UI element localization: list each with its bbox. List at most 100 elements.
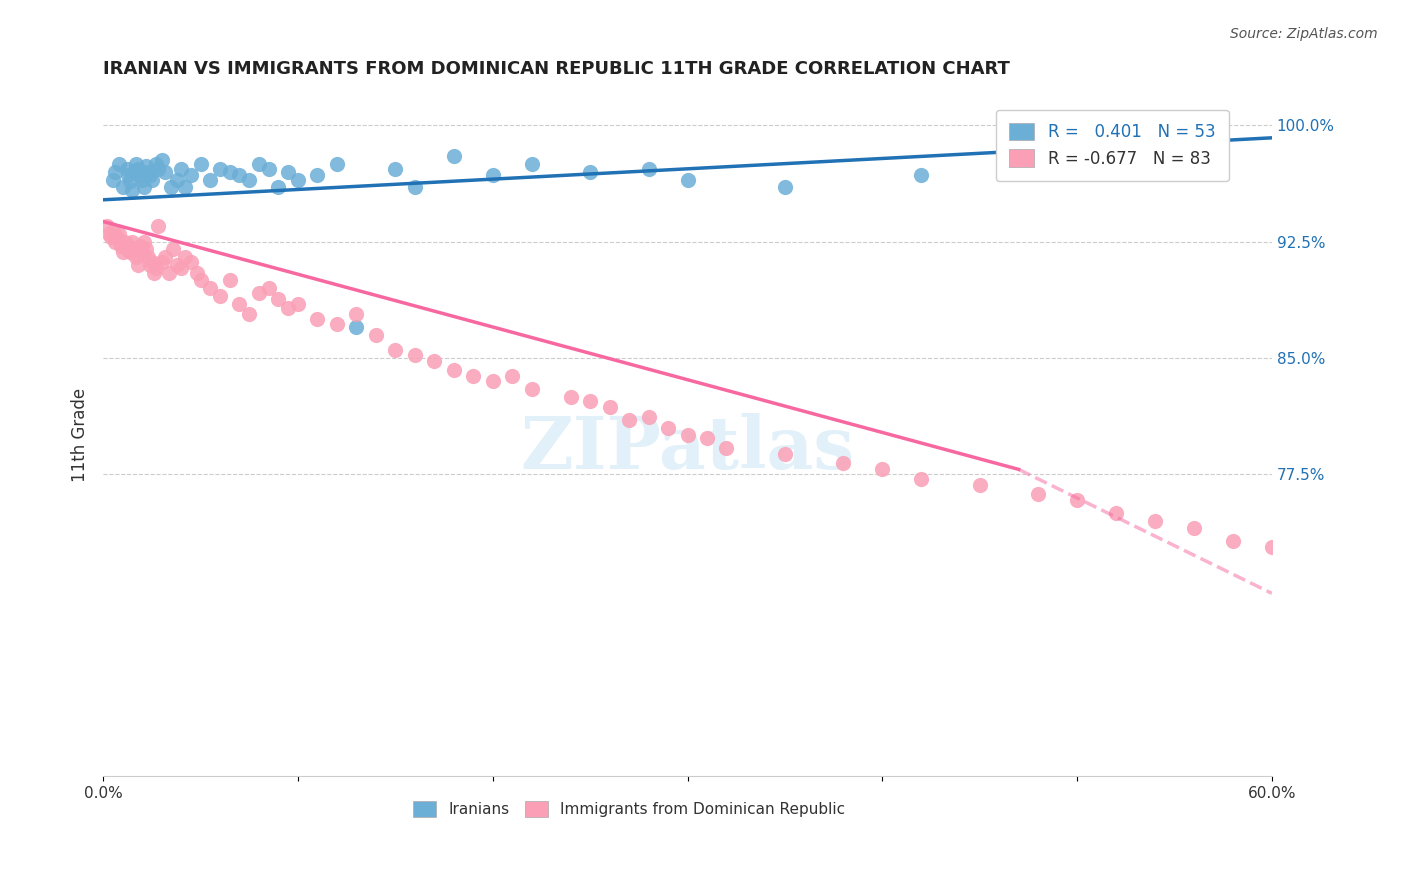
- Y-axis label: 11th Grade: 11th Grade: [72, 388, 89, 483]
- Point: [277, 301, 299, 316]
- Point: [676, 428, 699, 442]
- Point: [124, 165, 146, 179]
- Text: Source: ZipAtlas.com: Source: ZipAtlas.com: [1230, 27, 1378, 41]
- Point: [115, 161, 138, 176]
- Point: [1261, 540, 1284, 554]
- Point: [228, 168, 250, 182]
- Point: [139, 258, 162, 272]
- Point: [129, 168, 152, 182]
- Point: [910, 472, 932, 486]
- Point: [120, 174, 142, 188]
- Point: [127, 258, 149, 272]
- Point: [228, 296, 250, 310]
- Point: [637, 409, 659, 424]
- Point: [174, 250, 197, 264]
- Point: [200, 281, 222, 295]
- Point: [238, 308, 260, 322]
- Text: IRANIAN VS IMMIGRANTS FROM DOMINICAN REPUBLIC 11TH GRADE CORRELATION CHART: IRANIAN VS IMMIGRANTS FROM DOMINICAN REP…: [103, 60, 1010, 78]
- Point: [657, 420, 679, 434]
- Point: [1182, 521, 1205, 535]
- Point: [166, 258, 188, 272]
- Point: [155, 165, 177, 179]
- Point: [145, 157, 167, 171]
- Point: [1319, 567, 1341, 582]
- Point: [910, 168, 932, 182]
- Point: [579, 165, 602, 179]
- Point: [135, 159, 157, 173]
- Point: [404, 180, 426, 194]
- Point: [101, 172, 124, 186]
- Point: [131, 172, 153, 186]
- Point: [170, 161, 193, 176]
- Point: [257, 281, 280, 295]
- Point: [132, 180, 155, 194]
- Point: [1066, 146, 1088, 161]
- Point: [443, 363, 465, 377]
- Point: [142, 266, 165, 280]
- Point: [1222, 533, 1244, 548]
- Point: [162, 243, 184, 257]
- Point: [637, 161, 659, 176]
- Point: [326, 317, 349, 331]
- Point: [208, 161, 231, 176]
- Point: [520, 157, 543, 171]
- Point: [180, 254, 202, 268]
- Point: [146, 219, 169, 234]
- Point: [599, 401, 621, 415]
- Point: [1163, 149, 1185, 163]
- Point: [131, 245, 153, 260]
- Point: [110, 239, 132, 253]
- Point: [180, 168, 202, 182]
- Point: [141, 172, 163, 186]
- Point: [344, 308, 367, 322]
- Point: [96, 219, 118, 234]
- Point: [120, 245, 142, 260]
- Point: [139, 168, 162, 182]
- Point: [238, 172, 260, 186]
- Point: [520, 382, 543, 396]
- Point: [107, 157, 129, 171]
- Point: [160, 180, 183, 194]
- Point: [117, 168, 139, 182]
- Point: [969, 478, 991, 492]
- Point: [135, 243, 157, 257]
- Point: [481, 374, 503, 388]
- Point: [1105, 506, 1128, 520]
- Point: [115, 243, 138, 257]
- Legend: Iranians, Immigrants from Dominican Republic: Iranians, Immigrants from Dominican Repu…: [408, 795, 851, 823]
- Point: [218, 273, 240, 287]
- Point: [773, 180, 796, 194]
- Point: [247, 157, 270, 171]
- Point: [257, 161, 280, 176]
- Point: [200, 172, 222, 186]
- Point: [155, 250, 177, 264]
- Point: [364, 327, 387, 342]
- Point: [307, 168, 329, 182]
- Point: [136, 165, 159, 179]
- Point: [832, 456, 855, 470]
- Point: [579, 394, 602, 409]
- Point: [127, 161, 149, 176]
- Point: [190, 157, 212, 171]
- Point: [208, 289, 231, 303]
- Point: [145, 260, 167, 275]
- Point: [111, 245, 134, 260]
- Point: [157, 266, 180, 280]
- Point: [1279, 549, 1302, 563]
- Text: ZIPatlas: ZIPatlas: [520, 413, 855, 484]
- Point: [463, 369, 485, 384]
- Point: [104, 165, 127, 179]
- Point: [125, 250, 148, 264]
- Point: [287, 172, 309, 186]
- Point: [560, 390, 582, 404]
- Point: [423, 354, 446, 368]
- Point: [247, 285, 270, 300]
- Point: [404, 348, 426, 362]
- Point: [287, 296, 309, 310]
- Point: [872, 462, 894, 476]
- Point: [186, 266, 208, 280]
- Point: [114, 235, 136, 249]
- Point: [676, 172, 699, 186]
- Point: [174, 180, 197, 194]
- Point: [104, 235, 127, 249]
